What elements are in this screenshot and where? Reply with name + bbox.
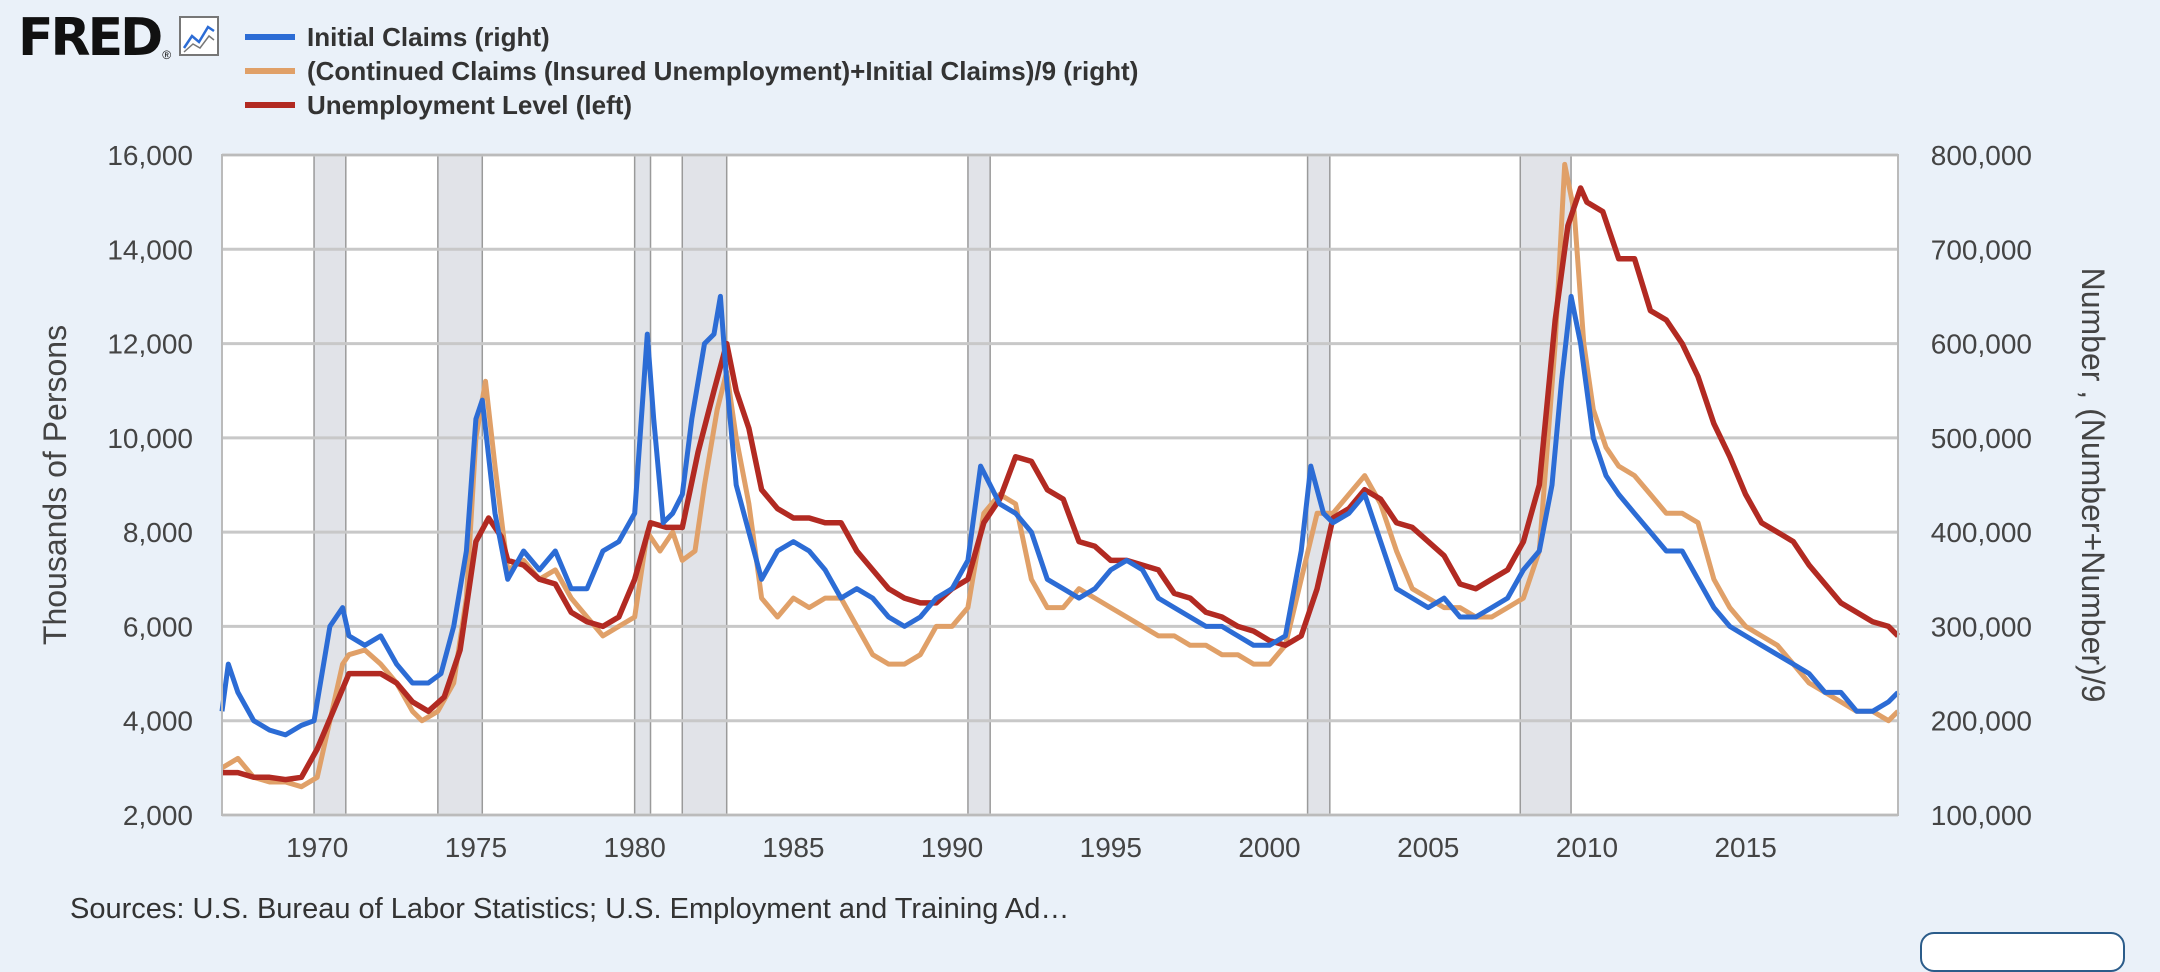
legend-label: Unemployment Level (left) bbox=[307, 89, 633, 120]
legend-item-initial-claims: Initial Claims (right) bbox=[245, 20, 1138, 54]
plot-border bbox=[221, 154, 1899, 816]
x-tick-label: 2010 bbox=[1556, 832, 1618, 863]
y-right-tick-label: 100,000 bbox=[1931, 800, 2032, 831]
legend-label: Initial Claims (right) bbox=[307, 21, 550, 52]
recession-band bbox=[634, 155, 651, 815]
legend-item-continued-claims: (Continued Claims (Insured Unemployment)… bbox=[245, 54, 1138, 88]
registered-mark: ® bbox=[162, 48, 172, 62]
legend-swatch-initial-claims bbox=[245, 34, 295, 40]
x-tick-label: 1970 bbox=[286, 832, 348, 863]
x-tick-label: 2000 bbox=[1238, 832, 1300, 863]
y-right-tick-label: 300,000 bbox=[1931, 611, 2032, 642]
y-right-tick-label: 200,000 bbox=[1931, 706, 2032, 737]
x-tick-label: 1975 bbox=[445, 832, 507, 863]
chart-legend: Initial Claims (right) (Continued Claims… bbox=[245, 20, 1138, 122]
corner-button[interactable] bbox=[1920, 932, 2125, 972]
y-right-tick-label: 600,000 bbox=[1931, 329, 2032, 360]
y-axis-label-left: Thousands of Persons bbox=[37, 325, 73, 645]
y-left-tick-label: 2,000 bbox=[123, 800, 193, 831]
recession-band bbox=[314, 155, 346, 815]
y-left-tick-label: 4,000 bbox=[123, 706, 193, 737]
y-left-tick-label: 14,000 bbox=[107, 234, 193, 265]
legend-label: (Continued Claims (Insured Unemployment)… bbox=[307, 55, 1139, 86]
x-tick-label: 2005 bbox=[1397, 832, 1459, 863]
recession-band bbox=[1307, 155, 1330, 815]
y-right-tick-label: 400,000 bbox=[1931, 517, 2032, 548]
y-axis-label-right: Number , (Number+Number)/9 bbox=[2075, 268, 2111, 703]
y-right-tick-label: 700,000 bbox=[1931, 234, 2032, 265]
x-tick-label: 2015 bbox=[1714, 832, 1776, 863]
y-left-tick-label: 8,000 bbox=[123, 517, 193, 548]
fred-logo-text: FRED bbox=[18, 8, 163, 68]
chart-icon bbox=[179, 16, 220, 56]
y-left-tick-label: 6,000 bbox=[123, 611, 193, 642]
fred-logo[interactable]: FRED ® bbox=[18, 8, 220, 68]
chart: 16,000 800,000 14,000 700,000 12,000 600,000 1… bbox=[37, 140, 2111, 863]
y-right-tick-label: 800,000 bbox=[1931, 140, 2032, 171]
x-tick-label: 1990 bbox=[921, 832, 983, 863]
legend-swatch-continued-claims bbox=[245, 68, 295, 74]
y-left-tick-label: 16,000 bbox=[107, 140, 193, 171]
x-tick-label: 1995 bbox=[1080, 832, 1142, 863]
legend-swatch-unemployment-level bbox=[245, 102, 295, 108]
y-right-tick-label: 500,000 bbox=[1931, 423, 2032, 454]
series-line-initial-claims bbox=[219, 293, 1900, 738]
legend-item-unemployment-level: Unemployment Level (left) bbox=[245, 88, 1138, 122]
plot-area bbox=[222, 155, 1898, 815]
y-left-tick-label: 10,000 bbox=[107, 423, 193, 454]
recession-band bbox=[437, 155, 483, 815]
series-line-continued-claims bbox=[220, 161, 1900, 790]
y-left-tick-label: 12,000 bbox=[107, 329, 193, 360]
source-text: Sources: U.S. Bureau of Labor Statistics… bbox=[70, 893, 1070, 925]
x-tick-label: 1980 bbox=[604, 832, 666, 863]
x-tick-label: 1985 bbox=[762, 832, 824, 863]
